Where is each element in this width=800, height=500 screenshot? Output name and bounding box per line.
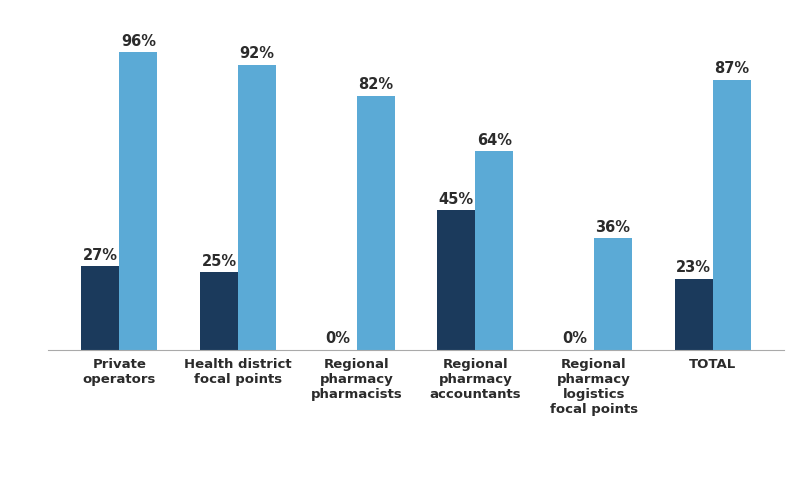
Bar (200, 272, 238, 350)
Text: 25%: 25% (202, 254, 237, 268)
Text: 92%: 92% (239, 46, 274, 61)
Text: 87%: 87% (714, 62, 749, 76)
Bar (594, 238, 632, 350)
Bar (475, 152, 514, 350)
Text: 64%: 64% (477, 133, 512, 148)
Text: 82%: 82% (358, 77, 394, 92)
Bar (357, 96, 394, 350)
Text: 0%: 0% (326, 332, 350, 346)
Text: 45%: 45% (438, 192, 474, 206)
Text: 96%: 96% (121, 34, 156, 48)
Bar (119, 52, 158, 350)
Text: 23%: 23% (676, 260, 711, 275)
Bar (238, 64, 276, 350)
Text: 27%: 27% (83, 248, 118, 262)
Text: 36%: 36% (595, 220, 630, 234)
Bar (82, 266, 119, 350)
Text: 0%: 0% (562, 332, 587, 346)
Bar (674, 278, 713, 350)
Bar (713, 80, 750, 350)
Bar (438, 210, 475, 350)
